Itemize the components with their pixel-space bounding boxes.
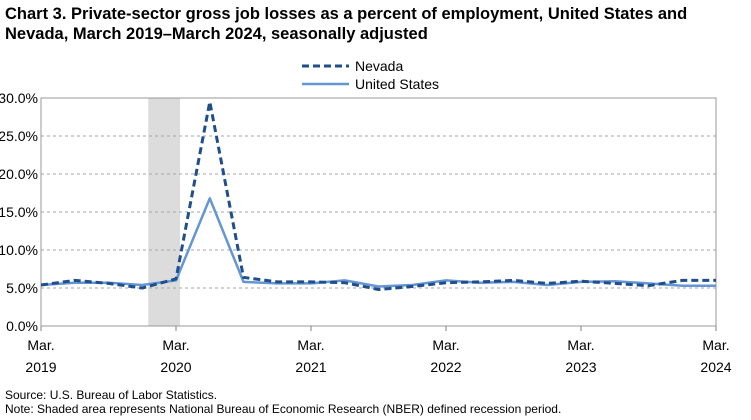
x-tick-label: Mar. 2020 [160,337,191,375]
y-tick-label: 0.0% [6,318,38,334]
plot-area-border [40,97,717,327]
chart-title: Chart 3. Private-sector gross job losses… [5,5,688,43]
x-tick-label: Mar. 2019 [25,337,56,375]
y-tick-label: 5.0% [6,280,38,296]
legend-label: United States [355,76,439,92]
x-tick-label: Mar. 2024 [700,337,731,375]
x-axis-tick-labels: Mar. 2019 Mar. 2020 Mar. 2021 Mar. 2022 Mar. 2023… [25,326,732,375]
y-tick-label: 15.0% [0,204,38,220]
series-lines [40,100,716,291]
x-tick-label: Mar. 2021 [295,337,326,375]
y-axis-tick-labels: 0.0% 5.0% 10.0% 15.0% 20.0% 25.0% 30.0% [0,90,38,334]
footnote: Note: Shaded area represents National Bu… [5,402,562,416]
x-tick-label: Mar. 2023 [565,337,596,375]
y-tick-label: 20.0% [0,166,38,182]
y-tick-label: 30.0% [0,90,38,106]
y-tick-label: 10.0% [0,242,38,258]
legend: Nevada United States [302,58,439,92]
source-note: Source: U.S. Bureau of Labor Statistics. [5,388,218,402]
gridlines [41,135,716,327]
y-tick-label: 25.0% [0,128,38,144]
legend-label: Nevada [355,58,403,74]
x-tick-label: Mar. 2022 [430,337,461,375]
series-line-nevada [40,100,716,291]
